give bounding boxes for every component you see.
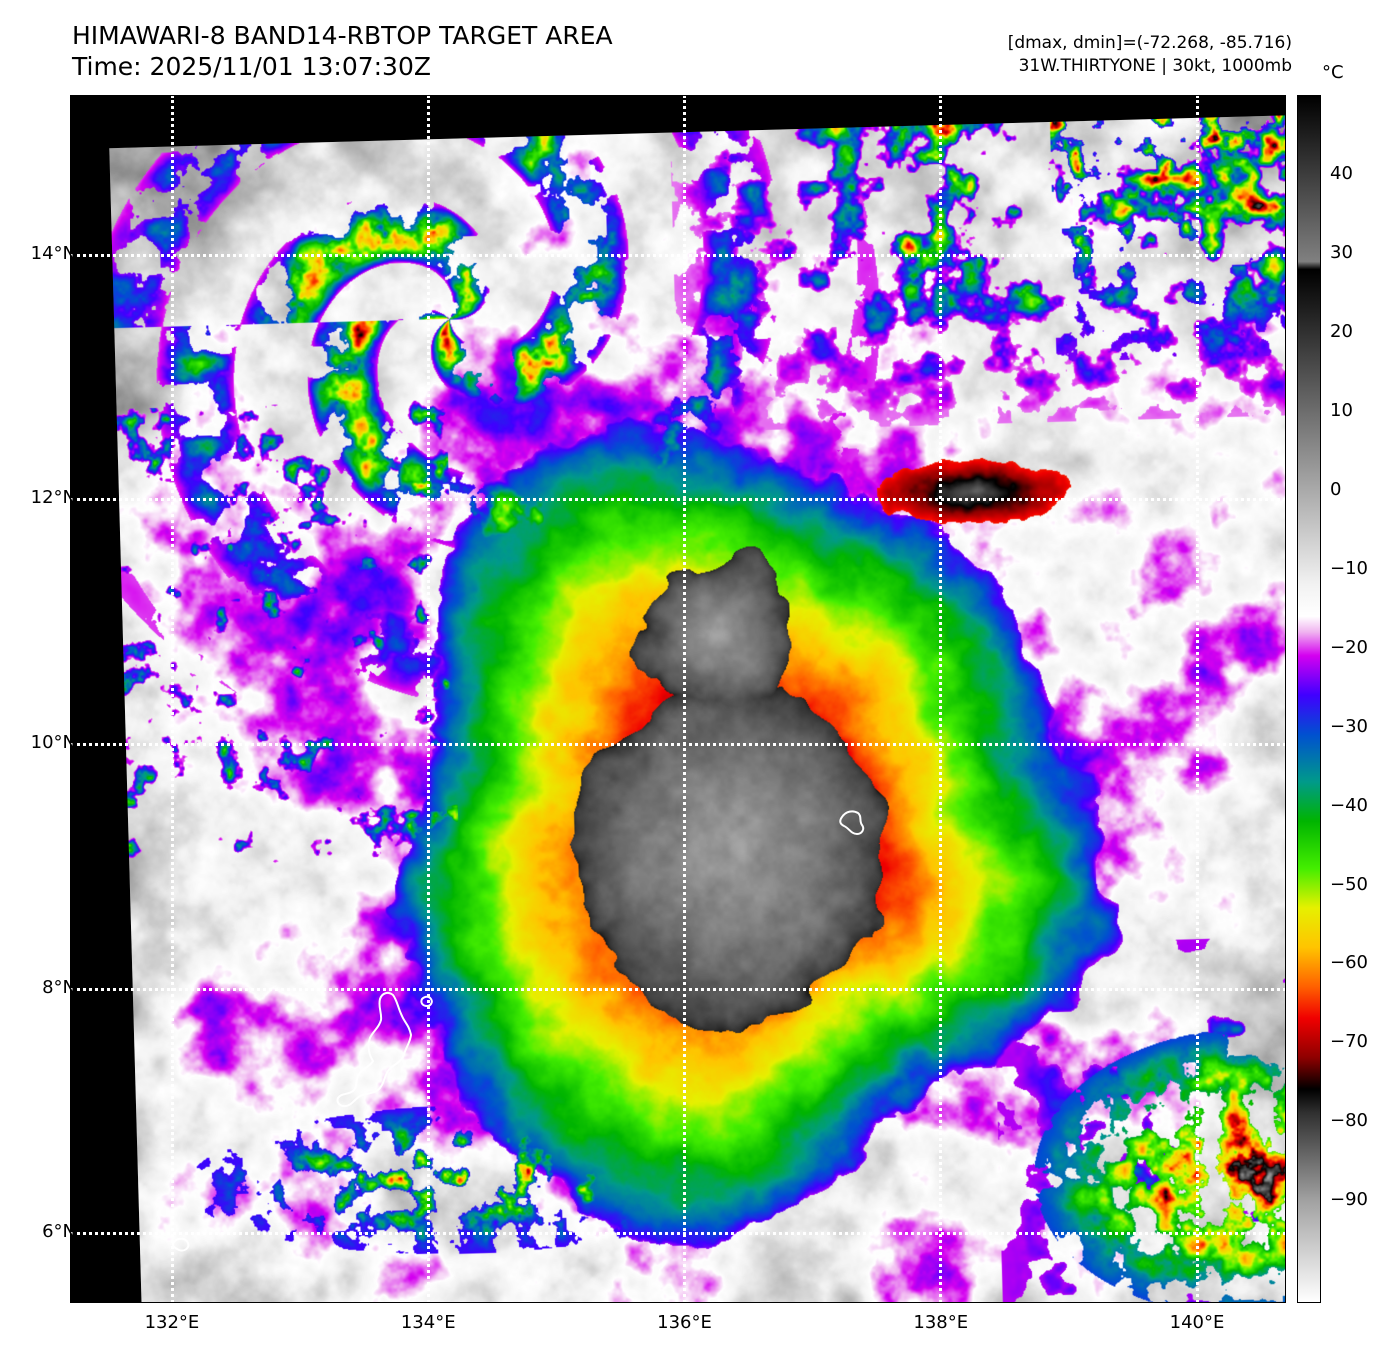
coastline-overlay <box>171 810 865 1252</box>
colorbar-tick-label: 40 <box>1330 162 1353 184</box>
colorbar-tick-label: 30 <box>1330 241 1353 263</box>
island-outline-main <box>336 991 413 1108</box>
colorbar-tick-label: −50 <box>1330 873 1368 895</box>
timestamp-label: Time: 2025/11/01 13:07:30Z <box>72 52 431 81</box>
colorbar-tick-label: 20 <box>1330 320 1353 342</box>
metadata-block: [dmax, dmin]=(-72.268, -85.716) 31W.THIR… <box>1008 32 1292 78</box>
colorbar-tick-label: 10 <box>1330 399 1353 421</box>
lon-tick-label: 132°E <box>144 1312 200 1333</box>
colorbar-tick-label: −20 <box>1330 636 1368 658</box>
lon-tick-label: 136°E <box>657 1312 712 1333</box>
dminmax-label: [dmax, dmin]=(-72.268, -85.716) <box>1007 33 1292 53</box>
colorbar-tick-label: −10 <box>1330 557 1368 579</box>
colorbar-tick-label: −80 <box>1330 1110 1368 1132</box>
lat-tick-label: 6°N <box>42 1221 76 1243</box>
temperature-colorbar <box>1297 95 1321 1303</box>
storm-info-label: 31W.THIRTYONE | 30kt, 1000mb <box>1018 56 1292 76</box>
island-outline-southwest <box>171 1237 190 1252</box>
title-block: HIMAWARI-8 BAND14-RBTOP TARGET AREA Time… <box>72 20 832 82</box>
colorbar-tick-label: 0 <box>1330 478 1342 500</box>
island-outline-east <box>839 810 865 836</box>
colorbar-tick-label: −30 <box>1330 715 1368 737</box>
island-outline-small <box>420 995 433 1008</box>
lon-tick-label: 138°E <box>913 1312 969 1333</box>
colorbar-tick-label: −60 <box>1330 952 1368 974</box>
colorbar-unit-label: °C <box>1322 62 1344 83</box>
colorbar-tick-label: −70 <box>1330 1031 1368 1053</box>
map-plot-area: Copyright © 2020-2025 Dapiya <box>70 95 1286 1303</box>
lat-tick-label: 10°N <box>30 732 76 754</box>
colorbar-tick-label: −90 <box>1330 1189 1368 1211</box>
lat-tick-label: 12°N <box>30 487 76 509</box>
page-title: HIMAWARI-8 BAND14-RBTOP TARGET AREA <box>72 21 613 50</box>
lon-tick-label: 134°E <box>400 1312 456 1333</box>
lon-tick-label: 140°E <box>1169 1312 1225 1333</box>
lat-tick-label: 14°N <box>30 242 76 264</box>
colorbar-tick-label: −40 <box>1330 794 1368 816</box>
lat-tick-label: 8°N <box>42 976 76 998</box>
